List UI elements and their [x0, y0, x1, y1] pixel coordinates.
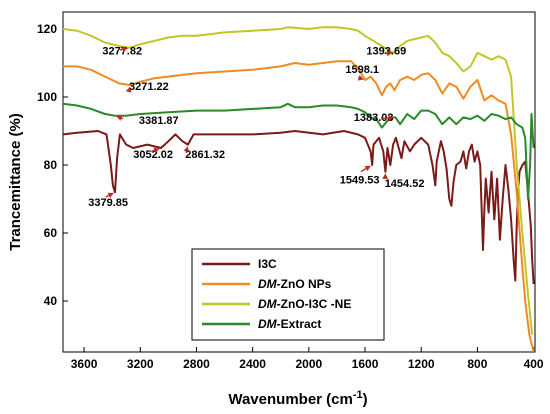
x-axis-label: Wavenumber (cm-1) [228, 389, 367, 408]
peak-label: 1383.03 [354, 112, 394, 124]
legend-label-text: -Extract [277, 317, 322, 331]
legend-label-text: I3C [258, 257, 277, 271]
series-line-0 [62, 130, 535, 285]
x-tick-label: 2400 [239, 357, 266, 371]
legend-label-italic: DM [258, 277, 278, 291]
plot-frame [62, 11, 536, 353]
y-tick-label: 100 [37, 90, 57, 104]
x-tick-label: 3200 [127, 357, 154, 371]
x-axis-label-end: ) [363, 391, 368, 408]
x-tick-label: 800 [467, 357, 487, 371]
peak-arrowhead [386, 50, 393, 57]
y-tick-label: 120 [37, 22, 57, 36]
peak-label: 3052.02 [133, 149, 173, 161]
peak-label: 3381.87 [139, 115, 179, 127]
peak-arrowhead [153, 147, 160, 154]
peak-arrowhead [357, 74, 364, 81]
peak-label: 3277.82 [102, 46, 142, 58]
peak-arrowhead [382, 173, 389, 179]
x-tick-label: 3600 [71, 357, 98, 371]
y-tick-label: 60 [44, 226, 58, 240]
y-tick-label: 40 [44, 294, 58, 308]
peak-arrowhead [116, 115, 123, 121]
peak-annotations: 3277.82 1393.69 3271.22 1598.1 3381.87 1383.0… [88, 46, 424, 209]
y-tick-label: 80 [44, 158, 58, 172]
peak-arrowhead [107, 192, 114, 199]
series-line-2 [62, 26, 534, 336]
legend-label-italic: DM [258, 297, 278, 311]
legend-label-3: DM-Extract [258, 317, 321, 331]
peak-label: 3271.22 [129, 81, 169, 93]
x-tick-label: 400 [524, 357, 544, 371]
x-tick-label: 2800 [183, 357, 210, 371]
peak-arrowhead [388, 114, 394, 121]
series-line-1 [63, 60, 535, 353]
peak-label: 1598.1 [345, 64, 379, 76]
x-axis-label-main: Wavenumber (cm [228, 391, 352, 408]
series-line-3 [62, 102, 535, 200]
peak-arrowhead [364, 165, 371, 172]
y-axis-label: Trancemittance (%) [7, 113, 24, 251]
legend-label-2: DM-ZnO-I3C -NE [258, 297, 351, 311]
legend-label-0: I3C [258, 257, 277, 271]
x-tick-label: 1200 [408, 357, 435, 371]
peak-arrowhead [125, 87, 132, 93]
legend-label-1: DM-ZnO NPs [258, 277, 332, 291]
legend-label-italic: DM [258, 317, 278, 331]
legend-label-text: -ZnO-I3C -NE [277, 297, 352, 311]
peak-arrowhead [183, 146, 190, 153]
x-axis: 3600 3200 2800 2400 2000 1600 1200 800 400 [71, 347, 544, 371]
x-tick-label: 1600 [352, 357, 379, 371]
peak-arrowhead [121, 46, 128, 53]
legend-label-text: -ZnO NPs [277, 277, 332, 291]
series-lines [62, 26, 535, 353]
x-tick-label: 2000 [295, 357, 322, 371]
peak-label: 3379.85 [88, 197, 128, 209]
peak-label: 1549.53 [340, 175, 380, 187]
peak-label: 1393.69 [366, 46, 406, 58]
peak-label: 1454.52 [385, 178, 425, 190]
peak-label: 2861.32 [185, 149, 225, 161]
x-axis-label-sup: -1 [353, 389, 363, 401]
